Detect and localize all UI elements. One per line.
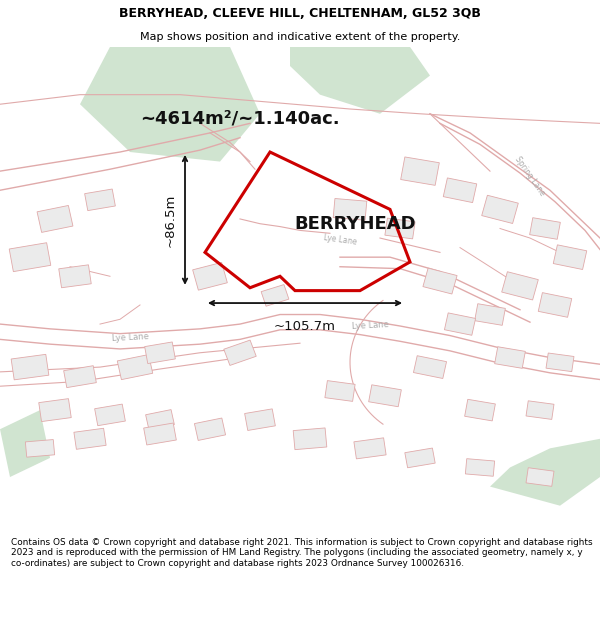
Text: ~86.5m: ~86.5m bbox=[164, 193, 177, 247]
Polygon shape bbox=[538, 292, 572, 318]
Polygon shape bbox=[245, 409, 275, 431]
Polygon shape bbox=[39, 399, 71, 422]
Polygon shape bbox=[117, 354, 153, 379]
Polygon shape bbox=[80, 47, 260, 162]
Polygon shape bbox=[37, 206, 73, 232]
Polygon shape bbox=[95, 404, 125, 426]
Polygon shape bbox=[475, 304, 505, 326]
Text: Lye Lane: Lye Lane bbox=[351, 320, 389, 331]
Polygon shape bbox=[445, 313, 476, 335]
Polygon shape bbox=[526, 468, 554, 486]
Polygon shape bbox=[261, 284, 289, 306]
Text: ~4614m²/~1.140ac.: ~4614m²/~1.140ac. bbox=[140, 109, 340, 128]
Polygon shape bbox=[145, 342, 175, 364]
Polygon shape bbox=[354, 438, 386, 459]
Text: Contains OS data © Crown copyright and database right 2021. This information is : Contains OS data © Crown copyright and d… bbox=[11, 538, 592, 568]
Polygon shape bbox=[9, 242, 51, 272]
Polygon shape bbox=[146, 409, 175, 430]
Polygon shape bbox=[443, 178, 477, 202]
Polygon shape bbox=[405, 448, 435, 468]
Text: BERRYHEAD: BERRYHEAD bbox=[294, 215, 416, 232]
Polygon shape bbox=[193, 262, 227, 290]
Polygon shape bbox=[413, 356, 446, 379]
Polygon shape bbox=[325, 381, 355, 401]
Text: ~105.7m: ~105.7m bbox=[274, 320, 336, 333]
Polygon shape bbox=[546, 353, 574, 372]
Polygon shape bbox=[490, 439, 600, 506]
Polygon shape bbox=[494, 347, 526, 368]
Polygon shape bbox=[464, 399, 496, 421]
Polygon shape bbox=[401, 157, 439, 186]
Text: Lye Lane: Lye Lane bbox=[111, 332, 149, 343]
Polygon shape bbox=[59, 265, 91, 288]
Polygon shape bbox=[423, 268, 457, 294]
Polygon shape bbox=[333, 199, 367, 220]
Polygon shape bbox=[11, 354, 49, 380]
Polygon shape bbox=[25, 439, 55, 457]
Polygon shape bbox=[553, 245, 587, 269]
Polygon shape bbox=[530, 217, 560, 239]
Polygon shape bbox=[482, 195, 518, 224]
Polygon shape bbox=[290, 47, 430, 114]
Polygon shape bbox=[293, 428, 327, 449]
Polygon shape bbox=[385, 218, 415, 239]
Text: Map shows position and indicative extent of the property.: Map shows position and indicative extent… bbox=[140, 31, 460, 41]
Text: Lye Lane: Lye Lane bbox=[323, 233, 357, 247]
Polygon shape bbox=[143, 423, 176, 445]
Polygon shape bbox=[466, 459, 494, 476]
Polygon shape bbox=[368, 385, 401, 407]
Text: BERRYHEAD, CLEEVE HILL, CHELTENHAM, GL52 3QB: BERRYHEAD, CLEEVE HILL, CHELTENHAM, GL52… bbox=[119, 7, 481, 19]
Polygon shape bbox=[224, 340, 256, 366]
Polygon shape bbox=[85, 189, 115, 211]
Polygon shape bbox=[526, 401, 554, 419]
Polygon shape bbox=[194, 418, 226, 441]
Polygon shape bbox=[0, 410, 50, 477]
Polygon shape bbox=[502, 272, 538, 300]
Polygon shape bbox=[64, 366, 97, 388]
Polygon shape bbox=[74, 428, 106, 449]
Text: Spring Lane: Spring Lane bbox=[513, 154, 547, 197]
